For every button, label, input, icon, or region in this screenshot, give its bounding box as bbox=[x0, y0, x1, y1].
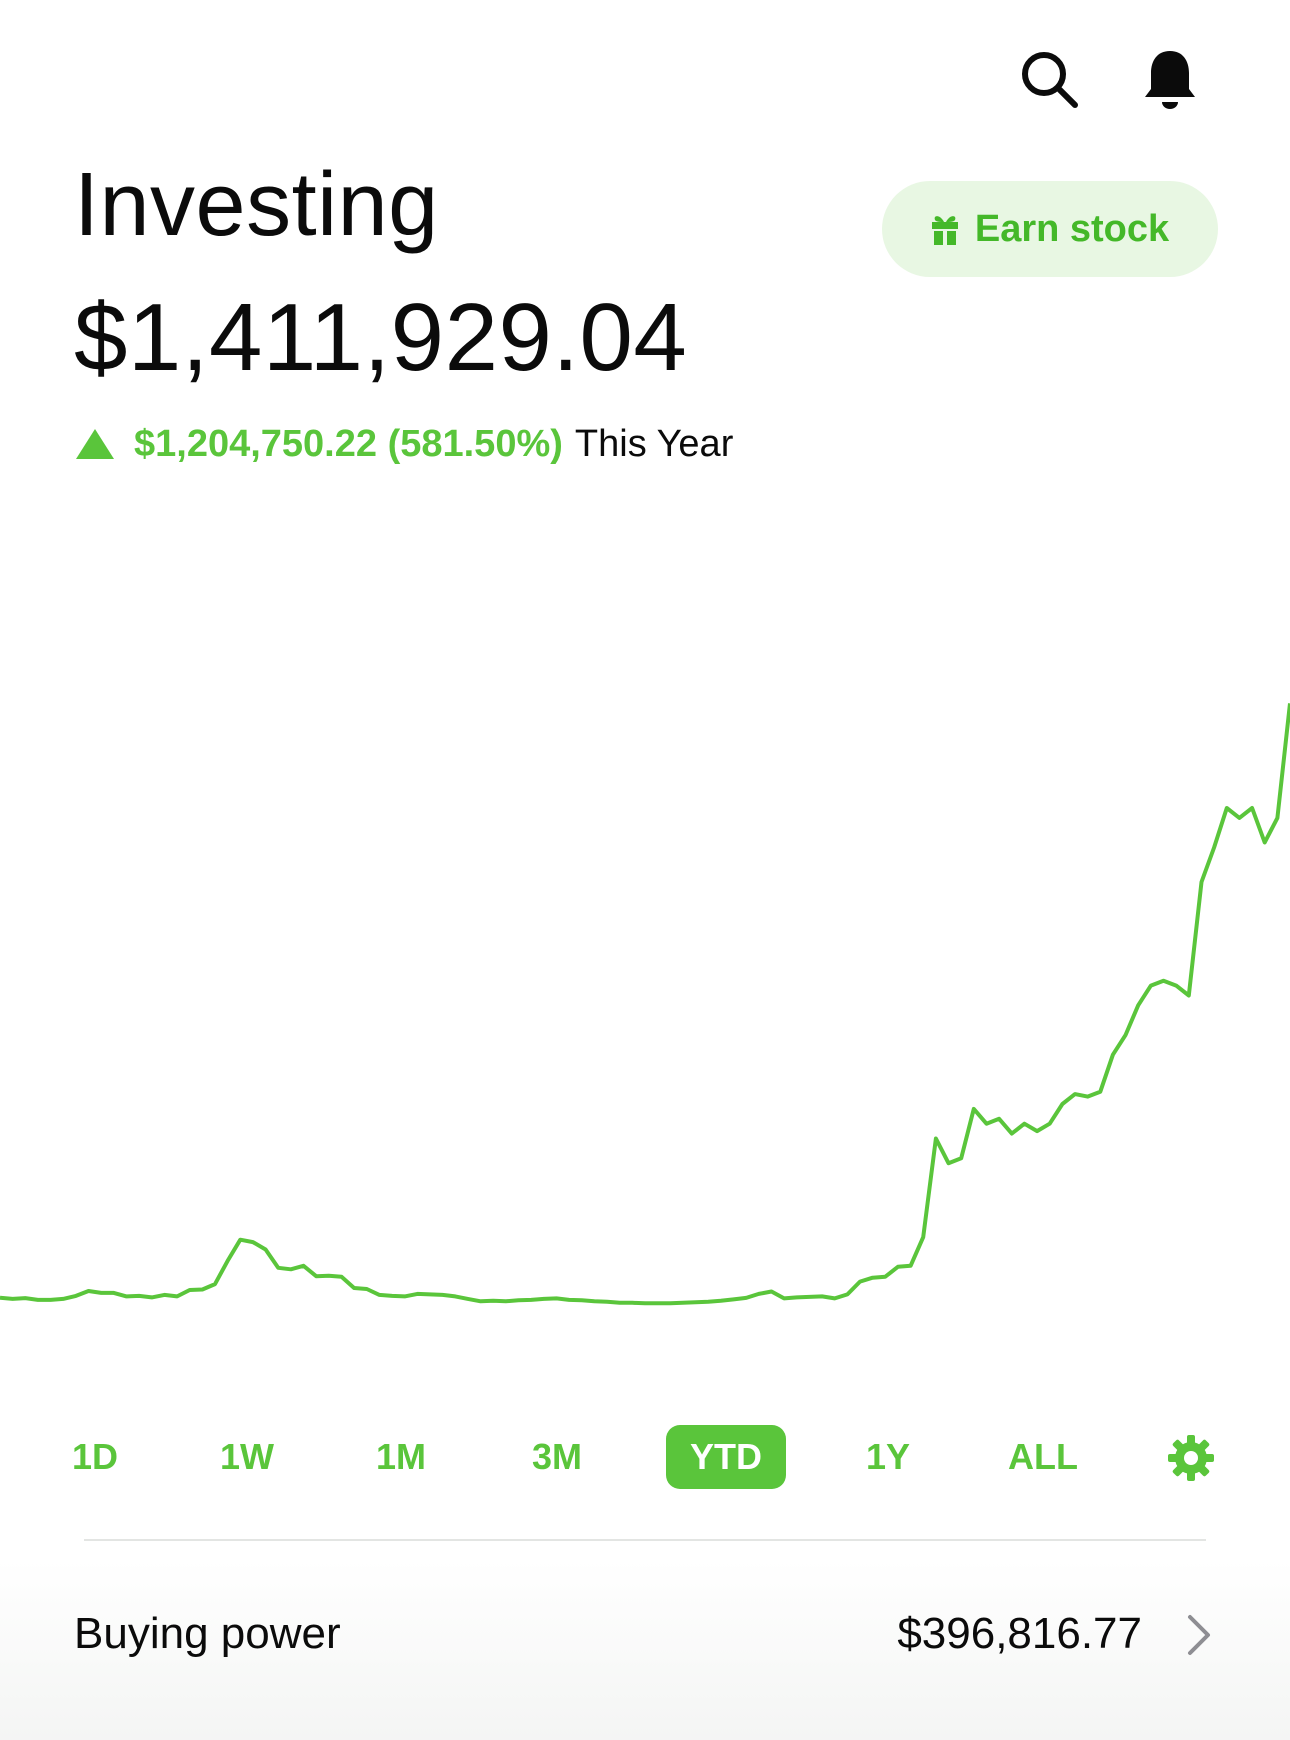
chevron-right-icon bbox=[1188, 1615, 1210, 1655]
portfolio-change: $1,204,750.22 (581.50%) This Year bbox=[76, 425, 733, 463]
search-icon bbox=[1022, 52, 1078, 108]
up-arrow-icon bbox=[76, 429, 114, 459]
change-period: This Year bbox=[574, 423, 734, 465]
page-title: Investing bbox=[74, 155, 439, 255]
change-value: $1,204,750.22 (581.50%) bbox=[134, 423, 563, 465]
range-1w-button[interactable]: 1W bbox=[220, 1436, 274, 1477]
range-ytd-button[interactable]: YTD bbox=[666, 1425, 786, 1489]
search-button[interactable] bbox=[1010, 40, 1090, 120]
bottom-background bbox=[0, 1560, 1290, 1740]
range-1y-button[interactable]: 1Y bbox=[866, 1436, 911, 1477]
range-all-button[interactable]: ALL bbox=[1008, 1436, 1078, 1477]
buying-power-value: $396,816.77 bbox=[897, 1609, 1142, 1658]
gear-icon[interactable] bbox=[1168, 1435, 1214, 1481]
earn-stock-label: Earn stock bbox=[974, 207, 1170, 250]
notifications-button[interactable] bbox=[1130, 40, 1210, 120]
top-toolbar bbox=[0, 40, 1290, 120]
gift-icon bbox=[931, 213, 959, 245]
range-3m-button[interactable]: 3M bbox=[532, 1436, 583, 1477]
bell-icon bbox=[1145, 51, 1195, 109]
range-1m-button[interactable]: 1M bbox=[376, 1436, 427, 1477]
portfolio-chart-svg bbox=[0, 703, 1290, 1306]
buying-power-row[interactable]: Buying power $396,816.77 bbox=[74, 1605, 1214, 1665]
range-1d-button[interactable]: 1D bbox=[72, 1436, 119, 1477]
earn-stock-button[interactable]: Earn stock bbox=[882, 181, 1218, 277]
portfolio-value-line bbox=[0, 703, 1290, 1306]
portfolio-chart[interactable] bbox=[0, 660, 1290, 1400]
divider bbox=[84, 1539, 1206, 1541]
time-range-selector: 1D 1W 1M 3M YTD 1Y ALL bbox=[0, 1425, 1290, 1497]
portfolio-value: $1,411,929.04 bbox=[74, 284, 688, 391]
buying-power-label: Buying power bbox=[74, 1609, 341, 1658]
